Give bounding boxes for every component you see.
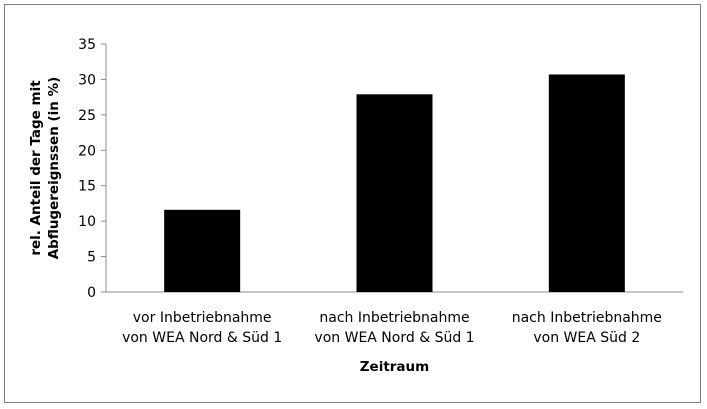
y-tick-label: 25 bbox=[78, 108, 96, 124]
x-category-label: vor Inbetriebnahme bbox=[133, 310, 272, 326]
y-tick-label: 0 bbox=[87, 285, 96, 301]
y-tick-label: 35 bbox=[78, 37, 96, 53]
y-axis-title: rel. Anteil der Tage mit Abflugereignsse… bbox=[28, 77, 62, 260]
x-category-label: von WEA Nord & Süd 1 bbox=[122, 330, 282, 346]
x-category-label: von WEA Nord & Süd 1 bbox=[314, 330, 474, 346]
bar bbox=[356, 94, 433, 293]
y-axis-ticks: 0 5 10 15 20 25 30 35 bbox=[78, 37, 106, 301]
y-tick-label: 10 bbox=[78, 214, 96, 230]
y-axis-title-line-2: Abflugereignssen (in %) bbox=[46, 77, 62, 260]
bar bbox=[164, 209, 241, 292]
y-axis-title-line-1: rel. Anteil der Tage mit bbox=[28, 80, 44, 256]
x-axis-title: Zeitraum bbox=[360, 359, 429, 375]
x-category-label: von WEA Süd 2 bbox=[533, 330, 640, 346]
y-tick-label: 15 bbox=[78, 179, 96, 195]
y-tick-label: 30 bbox=[78, 72, 96, 88]
y-tick-label: 20 bbox=[78, 143, 96, 159]
bars bbox=[164, 74, 625, 293]
x-category-label: nach Inbetriebnahme bbox=[512, 310, 662, 326]
bar bbox=[548, 74, 625, 293]
y-tick-label: 5 bbox=[87, 250, 96, 266]
x-axis-categories: vor Inbetriebnahme von WEA Nord & Süd 1 na… bbox=[122, 310, 662, 346]
x-category-label: nach Inbetriebnahme bbox=[319, 310, 469, 326]
